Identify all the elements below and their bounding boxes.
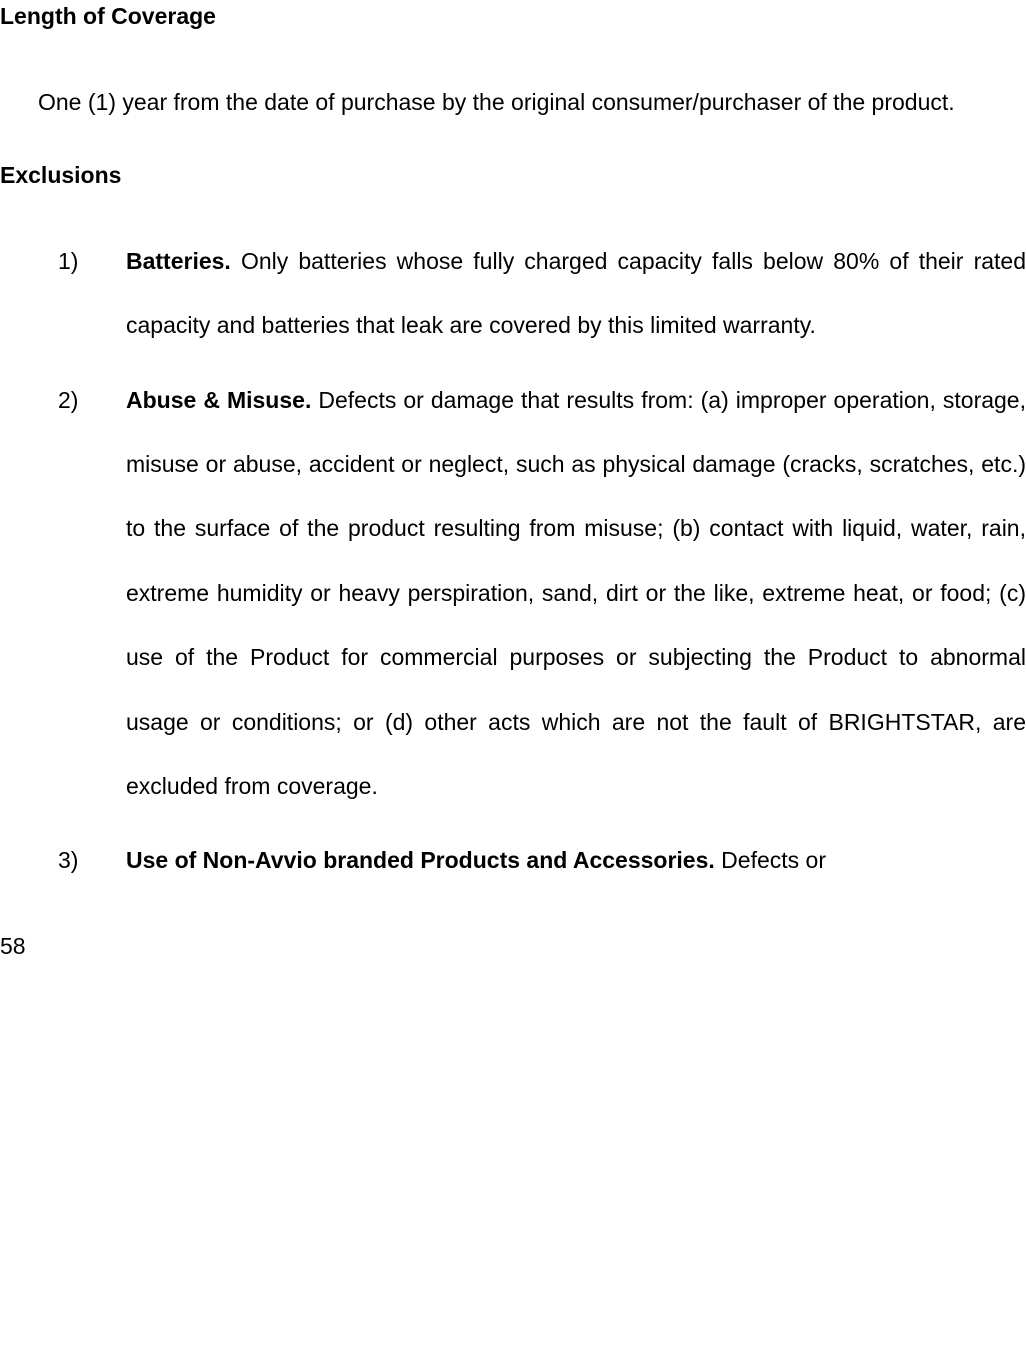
list-item: 1) Batteries. Only batteries whose fully… [58, 229, 1026, 358]
list-number: 1) [58, 229, 126, 358]
list-bold-lead: Use of Non-Avvio branded Products and Ac… [126, 847, 715, 873]
page-number: 58 [0, 933, 1026, 960]
document-page: Length of Coverage One (1) year from the… [0, 0, 1026, 1000]
list-body: Use of Non-Avvio branded Products and Ac… [126, 828, 1026, 892]
list-bold-lead: Abuse & Misuse. [126, 387, 311, 413]
heading-length-of-coverage: Length of Coverage [0, 0, 1026, 32]
list-number: 3) [58, 828, 126, 892]
list-item: 2) Abuse & Misuse. Defects or damage tha… [58, 368, 1026, 819]
list-item: 3) Use of Non-Avvio branded Products and… [58, 828, 1026, 892]
coverage-paragraph: One (1) year from the date of purchase b… [38, 70, 1026, 134]
list-text: Defects or [715, 847, 826, 873]
list-body: Batteries. Only batteries whose fully ch… [126, 229, 1026, 358]
list-text: Defects or damage that results from: (a)… [126, 387, 1026, 799]
list-number: 2) [58, 368, 126, 819]
heading-exclusions: Exclusions [0, 159, 1026, 191]
exclusions-list: 1) Batteries. Only batteries whose fully… [58, 229, 1026, 893]
list-text: Only batteries whose fully charged capac… [126, 248, 1026, 338]
list-bold-lead: Batteries. [126, 248, 231, 274]
list-body: Abuse & Misuse. Defects or damage that r… [126, 368, 1026, 819]
